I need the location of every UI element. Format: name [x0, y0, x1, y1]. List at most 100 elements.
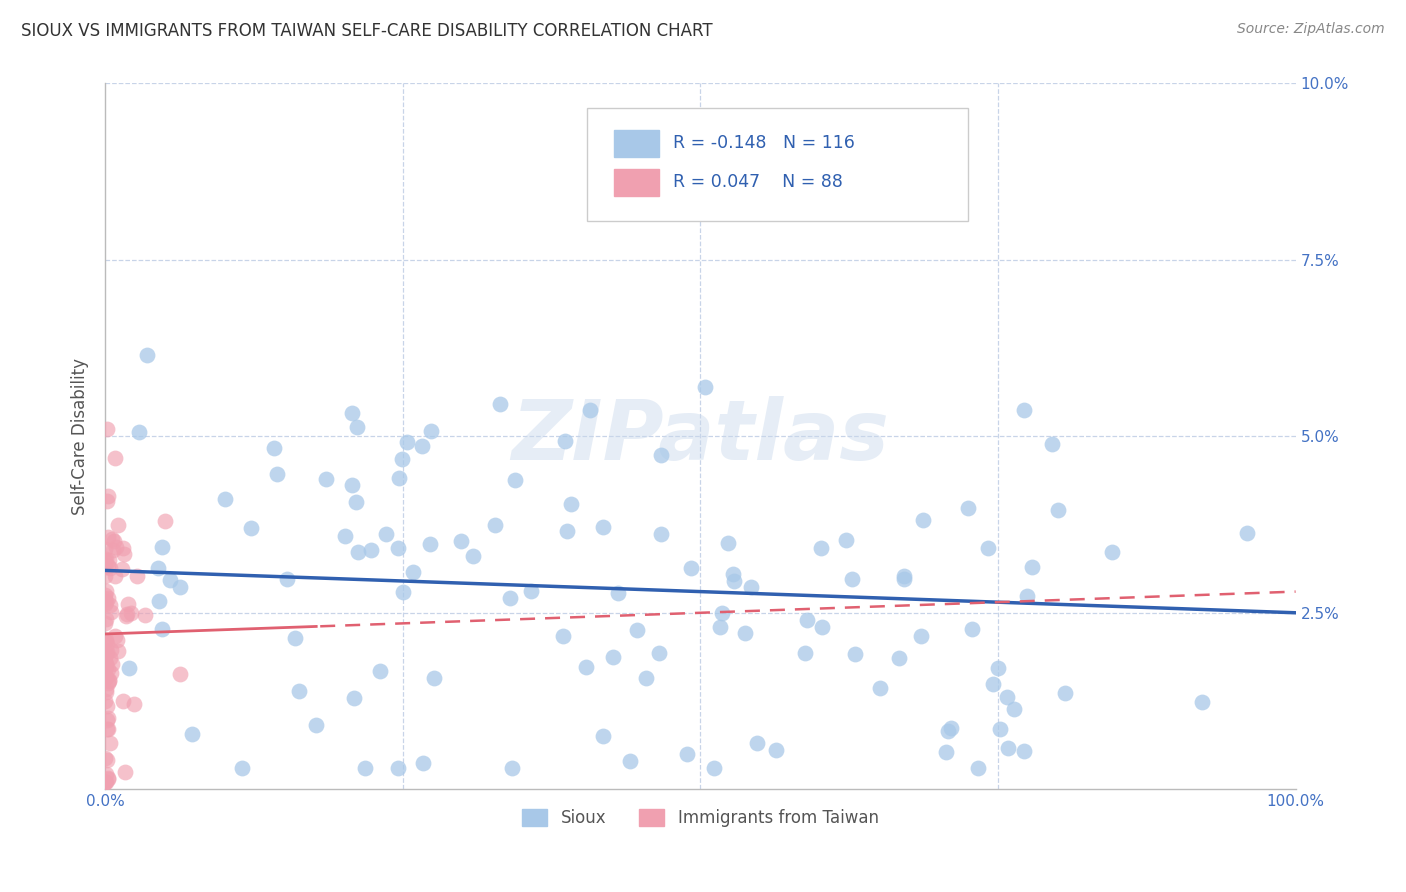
- Point: [1046, 502, 1069, 516]
- Point: [94, 633, 117, 648]
- Point: [887, 651, 910, 665]
- Point: [579, 403, 602, 417]
- Point: [703, 761, 725, 775]
- Point: [97, 674, 120, 689]
- Point: [97, 559, 120, 574]
- Point: [98, 736, 121, 750]
- Point: [402, 566, 425, 580]
- Point: [606, 586, 628, 600]
- Point: [266, 467, 288, 482]
- Point: [342, 691, 364, 706]
- Point: [1015, 589, 1038, 603]
- Point: [911, 513, 934, 527]
- Point: [150, 622, 173, 636]
- Point: [1040, 436, 1063, 450]
- Point: [340, 406, 363, 420]
- Point: [239, 521, 262, 535]
- Point: [681, 561, 703, 575]
- Point: [101, 532, 124, 546]
- Point: [94, 646, 117, 660]
- Text: ZIPatlas: ZIPatlas: [512, 396, 890, 477]
- Point: [112, 693, 135, 707]
- Point: [626, 623, 648, 637]
- Point: [94, 583, 117, 598]
- Point: [117, 597, 139, 611]
- Point: [602, 649, 624, 664]
- Point: [97, 673, 120, 687]
- Point: [387, 541, 409, 555]
- Point: [97, 676, 120, 690]
- Point: [619, 754, 641, 768]
- Point: [650, 527, 672, 541]
- Point: [135, 348, 157, 362]
- Point: [94, 555, 117, 569]
- Point: [966, 761, 988, 775]
- Point: [104, 540, 127, 554]
- Point: [844, 647, 866, 661]
- Point: [94, 766, 117, 780]
- Point: [94, 669, 117, 683]
- Point: [346, 420, 368, 434]
- Point: [420, 425, 443, 439]
- Point: [387, 761, 409, 775]
- Point: [734, 626, 756, 640]
- Point: [150, 540, 173, 554]
- Point: [498, 591, 520, 605]
- Point: [96, 422, 118, 436]
- FancyBboxPatch shape: [588, 108, 969, 221]
- Point: [997, 740, 1019, 755]
- Point: [98, 651, 121, 665]
- Bar: [613, 130, 659, 157]
- Point: [120, 606, 142, 620]
- Point: [104, 569, 127, 583]
- Point: [96, 775, 118, 789]
- Point: [710, 606, 733, 620]
- Point: [333, 529, 356, 543]
- Text: Source: ZipAtlas.com: Source: ZipAtlas.com: [1237, 22, 1385, 37]
- Point: [96, 699, 118, 714]
- Point: [484, 517, 506, 532]
- Point: [893, 572, 915, 586]
- Point: [810, 541, 832, 556]
- Point: [94, 633, 117, 648]
- Point: [214, 491, 236, 506]
- Point: [592, 729, 614, 743]
- Point: [391, 451, 413, 466]
- Point: [115, 609, 138, 624]
- Point: [1021, 560, 1043, 574]
- Point: [1101, 545, 1123, 559]
- Point: [811, 620, 834, 634]
- Point: [995, 690, 1018, 704]
- Point: [1012, 744, 1035, 758]
- Point: [96, 494, 118, 508]
- Point: [391, 585, 413, 599]
- Point: [94, 552, 117, 566]
- Point: [94, 684, 117, 698]
- Point: [115, 607, 138, 621]
- Point: [97, 591, 120, 605]
- Point: [101, 542, 124, 557]
- Point: [94, 553, 117, 567]
- Point: [284, 632, 307, 646]
- Point: [554, 434, 576, 448]
- Point: [96, 753, 118, 767]
- Point: [347, 545, 370, 559]
- Point: [96, 657, 118, 671]
- Point: [368, 665, 391, 679]
- Point: [344, 495, 367, 509]
- Point: [96, 722, 118, 736]
- Point: [98, 552, 121, 566]
- Point: [94, 592, 117, 607]
- Point: [96, 714, 118, 728]
- Point: [104, 629, 127, 643]
- Point: [315, 472, 337, 486]
- Point: [412, 756, 434, 770]
- Point: [396, 434, 419, 449]
- Point: [650, 448, 672, 462]
- Bar: [613, 169, 659, 195]
- Point: [94, 612, 117, 626]
- Point: [112, 548, 135, 562]
- Point: [100, 643, 122, 657]
- Point: [765, 743, 787, 757]
- Point: [869, 681, 891, 695]
